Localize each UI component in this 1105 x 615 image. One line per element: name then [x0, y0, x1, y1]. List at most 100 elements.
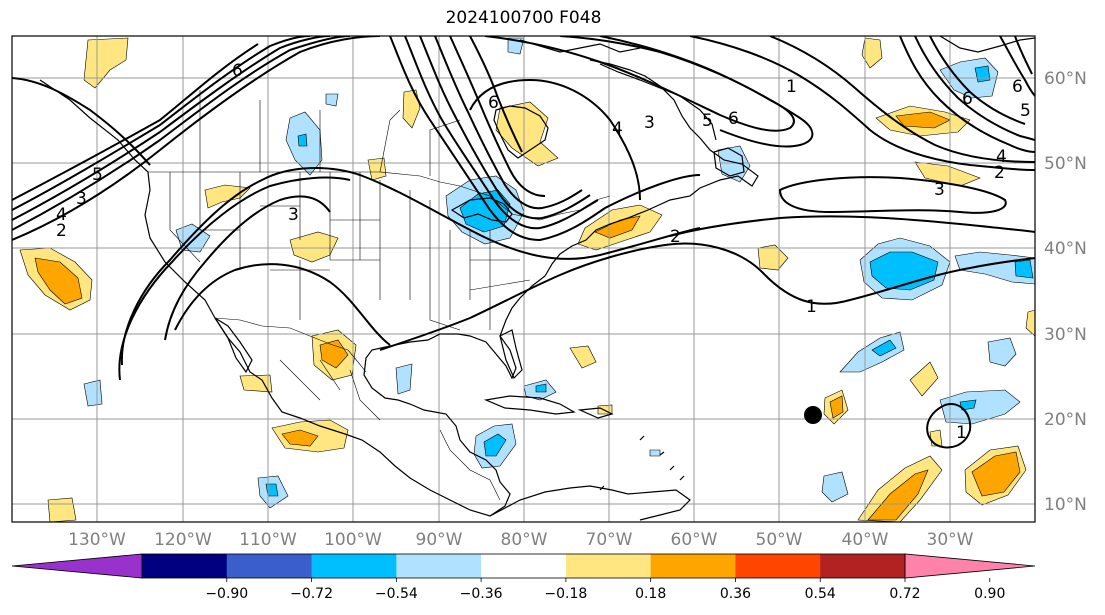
- colorbar-segment: [226, 554, 313, 578]
- coast-gulf-of-california: [214, 317, 253, 374]
- lat-label: 50°N: [1044, 154, 1087, 174]
- lon-label: 130°W: [68, 530, 126, 550]
- contour-line: [669, 215, 1035, 237]
- coast-hudson-bay: [493, 105, 549, 159]
- colorbar-extend-min: [11, 553, 143, 579]
- political-borders: [148, 90, 611, 501]
- shade-orange: [319, 339, 349, 369]
- contour-label: 3: [934, 180, 945, 200]
- coast-newfoundland: [713, 147, 745, 177]
- contour-lines: [12, 36, 1035, 449]
- lon-label: 90°W: [416, 530, 463, 550]
- coast-pacific-northwest: [39, 59, 759, 517]
- lon-label: 70°W: [586, 530, 633, 550]
- shade-cyan: [535, 383, 547, 393]
- contour-line: [120, 167, 701, 366]
- contour-line: [999, 36, 1035, 97]
- contour-label-group: 6 4 5 3 2 3 6 4 5 3 6 1 2 1 3 2 4 6 5 6 …: [56, 61, 1031, 443]
- contour-label: 1: [806, 297, 817, 317]
- lon-label: 100°W: [324, 530, 382, 550]
- contour-label: 4: [612, 119, 623, 139]
- contour-label: 3: [76, 189, 87, 209]
- shade-lightblue: [649, 449, 661, 457]
- contour-line: [12, 36, 331, 221]
- contour-label: 1: [956, 423, 967, 443]
- lon-label: 30°W: [927, 530, 974, 550]
- contour-line: [12, 36, 311, 211]
- colorbar-tick-label: 0.36: [719, 586, 752, 602]
- contour-line: [389, 36, 701, 242]
- colorbar-segment: [142, 554, 228, 578]
- contour-line: [778, 176, 1007, 214]
- shade-orange: [34, 257, 83, 305]
- contour-line: [404, 36, 599, 230]
- contour-line: [12, 36, 351, 231]
- shade-lightblue: [987, 337, 1017, 367]
- positive-anomaly-shading: [19, 37, 1035, 522]
- shade-cyan: [974, 65, 991, 83]
- contour-label: 1: [786, 77, 797, 97]
- graticule: [12, 36, 1035, 522]
- shade-cyan: [265, 483, 279, 497]
- latitude-axis: 60°N 50°N 40°N 30°N 20°N 10°N: [1044, 69, 1087, 515]
- coast-greenland: [939, 36, 1035, 53]
- shade-yellow: [909, 361, 939, 397]
- shade-yellow: [861, 37, 883, 69]
- shade-lightblue: [395, 363, 413, 395]
- contour-label: 2: [56, 221, 67, 241]
- shade-cyan: [1014, 259, 1034, 279]
- contour-label: 3: [644, 113, 655, 133]
- coast-caribbean-islands: [599, 435, 685, 491]
- contour-line: [164, 195, 331, 341]
- colorbar-tick-label: 0.90: [974, 586, 1006, 602]
- contour-line: [434, 36, 583, 210]
- colorbar-tick-label: −0.18: [544, 586, 588, 602]
- lat-label: 30°N: [1044, 325, 1087, 345]
- shade-yellow: [757, 244, 789, 271]
- colorbar-segment: [820, 554, 906, 578]
- colorbar-tick-label: −0.36: [459, 586, 503, 602]
- shade-lightblue: [821, 471, 849, 503]
- contour-label: 2: [670, 227, 681, 247]
- colorbar-segment: [311, 554, 397, 578]
- shade-yellow: [914, 161, 981, 187]
- lat-label: 10°N: [1044, 495, 1087, 515]
- colorbar-segment: [565, 554, 652, 578]
- contour-line: [769, 36, 1035, 163]
- longitude-axis: 130°W 120°W 110°W 100°W 90°W 80°W 70°W 6…: [68, 530, 974, 550]
- contour-label: 6: [962, 89, 973, 109]
- contour-label: 6: [488, 93, 499, 113]
- contour-label: 4: [996, 147, 1007, 167]
- shade-orange: [971, 451, 1021, 497]
- lon-label: 110°W: [239, 530, 297, 550]
- lon-label: 120°W: [154, 530, 212, 550]
- colorbar-extend-max: [904, 553, 1036, 579]
- shade-orange: [895, 111, 951, 129]
- contour-label: 5: [1020, 101, 1031, 121]
- colorbar-outline: [141, 553, 906, 579]
- colorbar-segment: [396, 554, 482, 578]
- shade-yellow: [1025, 309, 1035, 337]
- lon-label: 80°W: [501, 530, 548, 550]
- coast-florida: [499, 329, 523, 380]
- contour-line: [379, 242, 1035, 351]
- shade-yellow: [47, 497, 77, 522]
- colorbar-tick-label: 0.18: [635, 586, 667, 602]
- contour-line: [929, 36, 1026, 125]
- border-mexico-states: [279, 359, 381, 421]
- shade-yellow: [83, 37, 129, 89]
- border-states-1: [169, 172, 531, 331]
- lon-label: 50°W: [756, 530, 803, 550]
- shade-cyan: [871, 339, 897, 357]
- contour-line: [599, 36, 814, 148]
- colorbar: [11, 553, 1036, 582]
- contour-label: 6: [1012, 77, 1023, 97]
- map-layers: 6 4 5 3 2 3 6 4 5 3 6 1 2 1 3 2 4 6 5 6 …: [12, 36, 1035, 522]
- contour-label: 5: [92, 165, 103, 185]
- shade-cyan: [483, 433, 507, 457]
- lat-label: 20°N: [1044, 410, 1087, 430]
- coast-cuba: [483, 395, 576, 415]
- contour-line: [12, 43, 259, 201]
- shade-orange: [281, 429, 319, 447]
- contour-line: [118, 176, 351, 381]
